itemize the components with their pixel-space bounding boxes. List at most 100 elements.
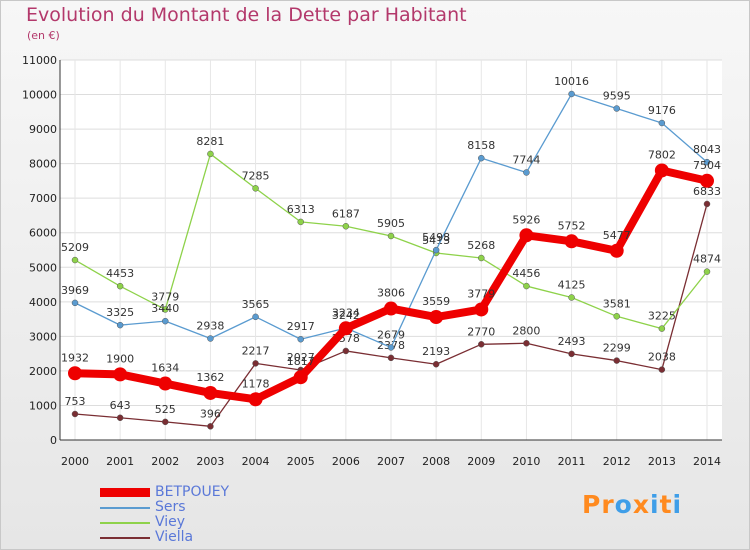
logo-letter: r (601, 490, 615, 519)
data-point (432, 246, 440, 254)
legend-swatch (100, 522, 150, 524)
data-point (293, 370, 308, 385)
x-tick-label: 2008 (422, 455, 450, 468)
data-point (158, 376, 173, 391)
y-tick-label: 5000 (29, 261, 57, 274)
data-label: 396 (200, 407, 221, 420)
data-point (519, 228, 534, 243)
data-point (564, 234, 579, 249)
data-point (297, 335, 304, 343)
data-label: 8043 (693, 143, 721, 156)
y-tick-label: 1000 (29, 399, 57, 412)
data-point (71, 256, 79, 264)
data-label: 1362 (196, 371, 224, 384)
y-tick-label: 3000 (29, 330, 57, 343)
data-label: 2917 (287, 320, 315, 333)
data-label: 3325 (106, 306, 134, 319)
data-point (162, 306, 169, 313)
data-label: 9176 (648, 104, 676, 117)
data-label: 6833 (693, 185, 721, 198)
data-label: 2038 (648, 351, 676, 364)
legend-item-viey: Viey (100, 514, 300, 530)
data-label: 4453 (106, 267, 134, 280)
data-label: 8281 (196, 135, 224, 148)
data-point (162, 418, 169, 426)
logo-letter: x (632, 490, 650, 519)
data-label: 2217 (242, 344, 270, 357)
data-point (613, 357, 620, 364)
data-point (207, 423, 214, 430)
data-label: 5209 (61, 241, 89, 254)
data-label: 4456 (512, 267, 540, 280)
data-label: 6313 (287, 203, 315, 216)
data-point (71, 410, 79, 418)
data-point (474, 302, 489, 317)
data-point (613, 313, 620, 320)
data-label: 9595 (603, 90, 631, 103)
data-label: 5926 (512, 213, 540, 226)
data-label: 4125 (558, 279, 586, 292)
data-label: 1900 (106, 352, 134, 365)
data-label: 5498 (422, 231, 450, 244)
legend-item-betpouey: BETPOUEY (100, 484, 300, 500)
data-point (429, 310, 444, 325)
proxiti-logo: Proxiti (582, 490, 682, 519)
x-tick-label: 2003 (196, 455, 224, 468)
chart-title: Evolution du Montant de la Dette par Hab… (26, 4, 467, 26)
y-tick-label: 8000 (29, 158, 57, 171)
data-label: 2193 (422, 345, 450, 358)
data-label: 5752 (558, 219, 586, 232)
legend-label: Viella (155, 529, 194, 545)
legend-label: BETPOUEY (155, 484, 230, 500)
x-tick-label: 2001 (106, 455, 134, 468)
data-point (342, 223, 350, 230)
x-tick-label: 2002 (151, 455, 179, 468)
data-label: 753 (65, 395, 86, 408)
x-tick-label: 2004 (242, 455, 270, 468)
y-tick-label: 4000 (29, 296, 57, 309)
data-label: 2770 (467, 325, 495, 338)
data-point (478, 254, 485, 262)
data-point (387, 344, 395, 351)
x-tick-label: 2007 (377, 455, 405, 468)
data-point (162, 317, 169, 325)
data-point (387, 232, 395, 240)
data-label: 525 (155, 403, 176, 416)
legend-label: Viey (155, 514, 186, 530)
data-point (252, 313, 259, 321)
data-label: 4874 (693, 253, 721, 266)
data-point (113, 367, 128, 382)
data-point (68, 366, 82, 381)
data-point (523, 282, 530, 290)
x-tick-label: 2010 (512, 455, 540, 468)
y-tick-label: 6000 (29, 227, 57, 240)
y-tick-label: 0 (50, 434, 57, 447)
logo-letter: i (650, 490, 660, 519)
data-label: 1634 (151, 362, 179, 375)
data-point (203, 385, 218, 400)
data-label: 6187 (332, 207, 360, 220)
data-point (338, 321, 353, 336)
data-point (71, 299, 79, 307)
unit-label: (en €) (27, 29, 60, 42)
data-point (384, 301, 398, 316)
data-point (700, 173, 714, 188)
data-point (703, 200, 711, 208)
logo-letter: o (614, 490, 633, 519)
data-point (478, 341, 485, 348)
data-label: 7744 (512, 153, 540, 166)
data-point (478, 154, 485, 162)
data-point (703, 268, 711, 275)
data-point (342, 347, 350, 355)
x-tick-label: 2011 (558, 455, 586, 468)
data-label: 2938 (196, 320, 224, 333)
data-point (432, 360, 440, 368)
data-label: 7504 (693, 159, 721, 172)
data-point (387, 354, 395, 362)
data-label: 3225 (648, 310, 676, 323)
x-tick-label: 2013 (648, 455, 676, 468)
data-point (568, 90, 575, 98)
data-point (116, 414, 124, 422)
data-label: 5905 (377, 217, 405, 230)
